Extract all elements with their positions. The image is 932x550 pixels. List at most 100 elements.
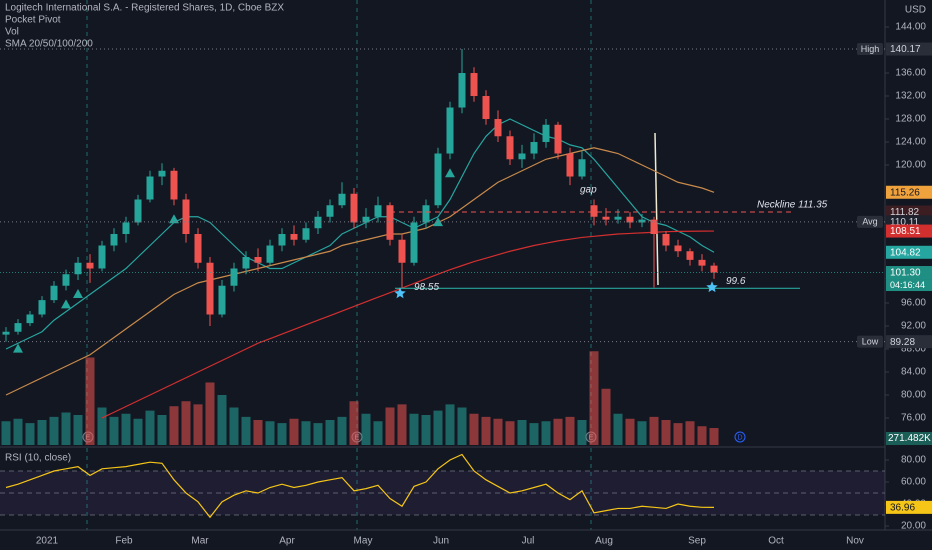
volume-bar [409, 413, 419, 445]
volume-bar [481, 416, 491, 445]
candle-body [458, 73, 466, 108]
candle-body [602, 216, 610, 220]
price-tag-label: Avg [862, 217, 877, 227]
candle-body [2, 331, 10, 335]
candle-body [134, 199, 142, 223]
candle-body [434, 153, 442, 206]
price-badge-label: 89.28 [890, 337, 915, 348]
volume-bar [685, 421, 695, 445]
rsi-tick-label: 60.00 [901, 477, 926, 488]
x-tick-label: Sep [688, 536, 706, 547]
candle-body [26, 314, 34, 324]
pocket-pivot [169, 214, 179, 224]
y-tick-label: 84.00 [901, 367, 926, 378]
volume-bar [1, 421, 11, 445]
volume-bar [109, 416, 119, 445]
sma-line [101, 230, 715, 419]
currency: USD [905, 5, 926, 16]
y-tick-label: 92.00 [901, 321, 926, 332]
candle-body [386, 205, 394, 240]
candle-body [542, 124, 550, 143]
volume-bar [433, 410, 443, 445]
x-tick-label: May [354, 536, 373, 547]
volume-bar [169, 406, 179, 445]
legend-volume: Vol [5, 27, 19, 38]
x-tick-label: Oct [768, 536, 784, 547]
candle-body [686, 251, 694, 260]
candle-body [50, 285, 58, 301]
price-badge [886, 185, 932, 199]
candle-body [254, 256, 262, 263]
candle-body [338, 193, 346, 206]
candle-body [590, 205, 598, 217]
volume-bar [157, 415, 167, 445]
candle-body [446, 107, 454, 154]
price-badge [886, 42, 932, 56]
price-badge-label: 104.82 [890, 247, 921, 258]
price-badge-label: 111.82 [890, 207, 920, 218]
legend-rsi: RSI (10, close) [5, 453, 71, 464]
candle-body [230, 268, 238, 286]
candle-body [662, 233, 670, 246]
volume-bar [373, 421, 383, 445]
drawing-line [654, 132, 659, 286]
sma-line [5, 118, 715, 350]
volume-bar [349, 401, 359, 445]
y-tick-label: 132.00 [895, 91, 926, 102]
price-tag [857, 215, 883, 228]
x-tick-label: Mar [191, 536, 209, 547]
volume-bar [13, 418, 23, 445]
star-label: 99.6 [726, 276, 746, 287]
candle-body [122, 222, 130, 234]
volume-bar [241, 416, 251, 445]
volume-bar [457, 407, 467, 445]
price-badge-label: 140.17 [890, 44, 921, 55]
legend-sma: SMA 20/50/100/200 [5, 39, 93, 50]
candle-body [494, 119, 502, 137]
volume-bar [361, 413, 371, 445]
star-marker [394, 287, 406, 299]
candle-body [158, 170, 166, 177]
candle-body [290, 233, 298, 240]
candle-body [518, 153, 526, 160]
volume-badge [886, 432, 932, 445]
price-badge-label: 110.11 [890, 217, 920, 228]
volume-bar [397, 404, 407, 445]
star-label: 98.55 [414, 282, 439, 293]
y-tick-label: 96.00 [901, 298, 926, 309]
candle-body [110, 233, 118, 246]
x-tick-label: 2021 [36, 536, 59, 547]
candle-body [74, 262, 82, 275]
y-tick-label: 136.00 [895, 68, 926, 79]
rsi-line [5, 453, 715, 519]
volume-bar [25, 423, 35, 445]
price-badge-label: 108.51 [890, 226, 921, 237]
volume-bar [121, 413, 131, 445]
y-tick-label: 128.00 [895, 114, 926, 125]
volume-bar [205, 382, 215, 445]
price-tag-label: Low [862, 337, 879, 347]
candle-body [482, 96, 490, 120]
rsi-badge-label: 36.96 [890, 503, 915, 514]
countdown: 04:16:44 [890, 280, 925, 290]
candle-body [374, 205, 382, 217]
rsi-badge [886, 500, 932, 514]
volume-bar [469, 413, 479, 445]
volume-bar [97, 407, 107, 445]
gap-label: gap [580, 185, 597, 196]
candle-body [14, 323, 22, 332]
pocket-pivot [433, 217, 443, 227]
candle-body [506, 136, 514, 160]
volume-bar [553, 418, 563, 445]
candle-body [698, 259, 706, 266]
star-marker [706, 281, 718, 293]
sma-line [5, 147, 715, 396]
candle-body [674, 245, 682, 252]
candle-body [554, 124, 562, 154]
price-tag [857, 335, 883, 348]
volume-bar [325, 420, 335, 445]
candle-body [170, 170, 178, 200]
candle-body [62, 274, 70, 286]
